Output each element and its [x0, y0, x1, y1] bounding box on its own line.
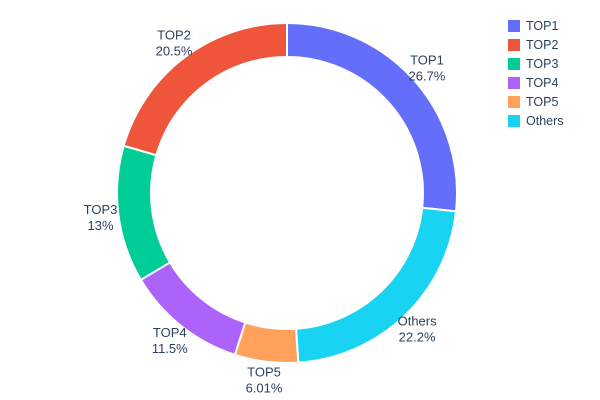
legend-item-top4[interactable]: TOP4: [508, 77, 564, 89]
legend-swatch-top4: [508, 77, 520, 89]
legend: TOP1 TOP2 TOP3 TOP4 TOP5 Others: [508, 20, 564, 127]
legend-label-top2: TOP2: [526, 38, 559, 52]
legend-label-top1: TOP1: [526, 19, 559, 33]
legend-item-top5[interactable]: TOP5: [508, 96, 564, 108]
pie-slices-group: [116, 21, 458, 364]
pie-labels-group: TOP1 26.7% Others 22.2% TOP5 6.01% TOP4 11.5% TO…: [84, 28, 446, 396]
legend-item-top1[interactable]: TOP1: [508, 20, 564, 32]
legend-swatch-top1: [508, 20, 520, 32]
legend-item-top2[interactable]: TOP2: [508, 39, 564, 51]
slice-label-top2: TOP2 20.5%: [156, 28, 193, 59]
legend-swatch-others: [508, 115, 520, 127]
pie-slice-top3[interactable]: [116, 144, 172, 282]
slice-label-top5: TOP5 6.01%: [246, 365, 283, 396]
legend-swatch-top5: [508, 96, 520, 108]
legend-item-top3[interactable]: TOP3: [508, 58, 564, 70]
slice-label-top4: TOP4 11.5%: [152, 325, 188, 356]
pie-slice-top2[interactable]: [122, 21, 288, 157]
legend-swatch-top2: [508, 39, 520, 51]
legend-label-top4: TOP4: [526, 76, 559, 90]
slice-label-top1: TOP1 26.7%: [409, 52, 446, 83]
legend-swatch-top3: [508, 58, 520, 70]
legend-label-top5: TOP5: [526, 95, 559, 109]
legend-label-others: Others: [526, 114, 564, 128]
pie-slice-top1[interactable]: [286, 21, 458, 213]
legend-label-top3: TOP3: [526, 57, 559, 71]
slice-label-others: Others 22.2%: [398, 314, 438, 345]
legend-item-others[interactable]: Others: [508, 115, 564, 127]
slice-label-top3: TOP3 13%: [84, 202, 118, 233]
